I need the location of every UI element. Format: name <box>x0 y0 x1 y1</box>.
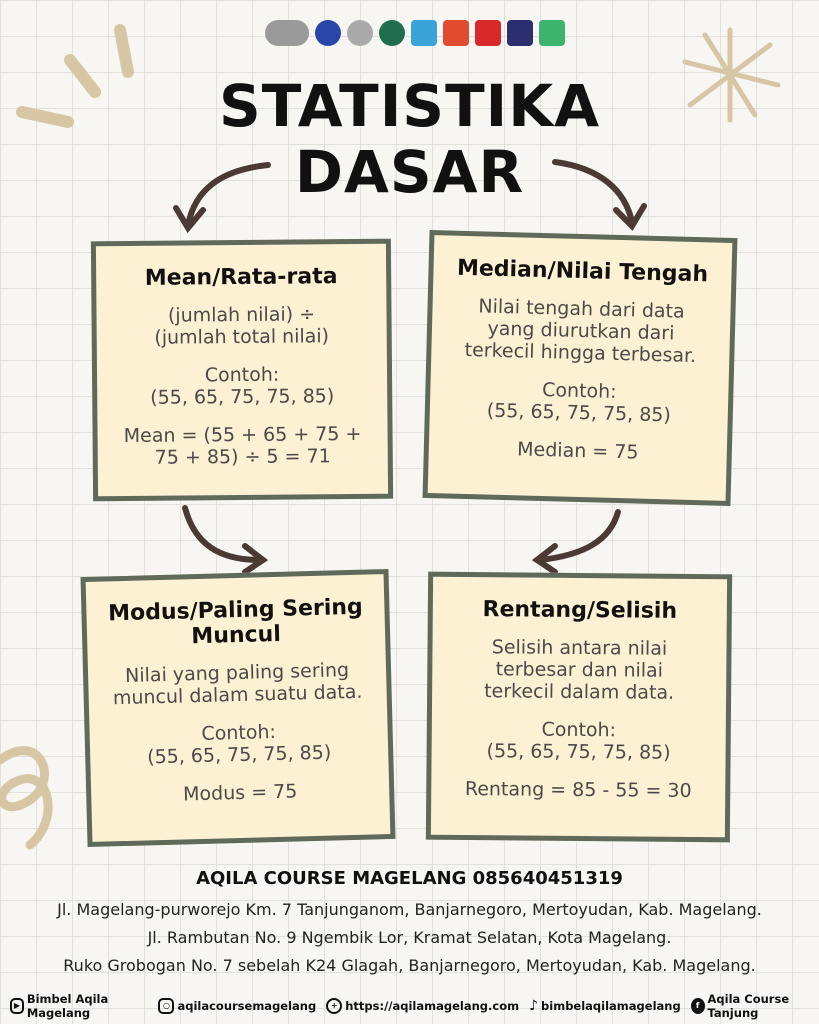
partner-logo-colorful <box>539 20 565 46</box>
card-title: Median/Nilai Tengah <box>456 255 709 288</box>
social-facebook[interactable]: f Aqila Course Tanjung <box>690 992 819 1020</box>
card-description: (jumlah nilai) ÷ (jumlah total nilai) <box>154 303 330 349</box>
card-median: Median/Nilai Tengah Nilai tengah dari da… <box>422 230 738 506</box>
card-result: Mean = (55 + 65 + 75 + 75 + 85) ÷ 5 = 71 <box>123 422 362 469</box>
page-subtitle: DASAR <box>294 138 525 206</box>
card-result: Modus = 75 <box>182 780 298 806</box>
social-instagram[interactable]: ○ aqilacoursemagelang <box>158 998 316 1014</box>
arrow-to-median <box>552 159 635 225</box>
partner-logo-blue <box>315 20 341 46</box>
partner-logo-gray <box>347 20 373 46</box>
social-tiktok[interactable]: ♪ bimbelaqilamagelang <box>529 998 681 1014</box>
arrow-to-mean <box>185 162 271 228</box>
arrow-mean-to-modus <box>182 505 263 563</box>
example-label: Contoh: <box>204 363 280 387</box>
partner-logo-green <box>379 20 405 46</box>
partner-logo-clock <box>507 20 533 46</box>
card-description: Nilai tengah dari data yang diurutkan da… <box>464 295 697 368</box>
address-1: Jl. Magelang-purworejo Km. 7 Tanjunganom… <box>57 900 762 919</box>
footer-title: AQILA COURSE MAGELANG 085640451319 <box>196 868 623 889</box>
social-youtube[interactable]: ▶ Bimbel Aqila Magelang <box>10 992 148 1020</box>
card-result: Median = 75 <box>516 438 639 464</box>
card-description: Nilai yang paling sering muncul dalam su… <box>112 659 363 710</box>
tiktok-icon: ♪ <box>529 998 539 1014</box>
card-result: Rentang = 85 - 55 = 30 <box>464 778 692 802</box>
card-modus: Modus/Paling Sering Muncul Nilai yang pa… <box>80 569 396 847</box>
partner-logos <box>265 20 565 46</box>
spiral-icon <box>0 746 53 850</box>
partner-logo-ad <box>443 20 469 46</box>
card-rentang: Rentang/Selisih Selisih antara nilai ter… <box>425 571 733 843</box>
card-title: Modus/Paling Sering Muncul <box>107 594 364 650</box>
youtube-icon: ▶ <box>10 998 24 1014</box>
decor-strokes <box>16 24 134 128</box>
facebook-icon: f <box>690 998 705 1014</box>
example-values: (55, 65, 75, 75, 85) <box>486 740 671 764</box>
example-label: Contoh: <box>541 718 617 742</box>
partner-logo-spiral <box>411 20 437 46</box>
globe-icon: + <box>326 998 343 1014</box>
social-links: ▶ Bimbel Aqila Magelang ○ aqilacoursemagel… <box>10 992 819 1020</box>
aqila-course-logo <box>265 20 309 46</box>
example-values: (55, 65, 75, 75, 85) <box>150 385 335 409</box>
card-title: Rentang/Selisih <box>482 597 678 624</box>
address-2: Jl. Rambutan No. 9 Ngembik Lor, Kramat S… <box>147 928 672 947</box>
page-title: STATISTIKA <box>218 72 601 140</box>
card-description: Selisih antara nilai terbesar dan nilai … <box>484 636 675 704</box>
card-mean: Mean/Rata-rata (jumlah nilai) ÷ (jumlah … <box>90 238 394 502</box>
address-3: Ruko Grobogan No. 7 sebelah K24 Glagah, … <box>63 956 756 975</box>
arrow-median-to-rentang <box>537 509 621 563</box>
partner-logo-red <box>475 20 501 46</box>
card-title: Mean/Rata-rata <box>144 264 338 291</box>
starburst-icon <box>682 27 781 123</box>
social-website[interactable]: + https://aqilamagelang.com <box>326 998 519 1014</box>
instagram-icon: ○ <box>158 998 175 1014</box>
